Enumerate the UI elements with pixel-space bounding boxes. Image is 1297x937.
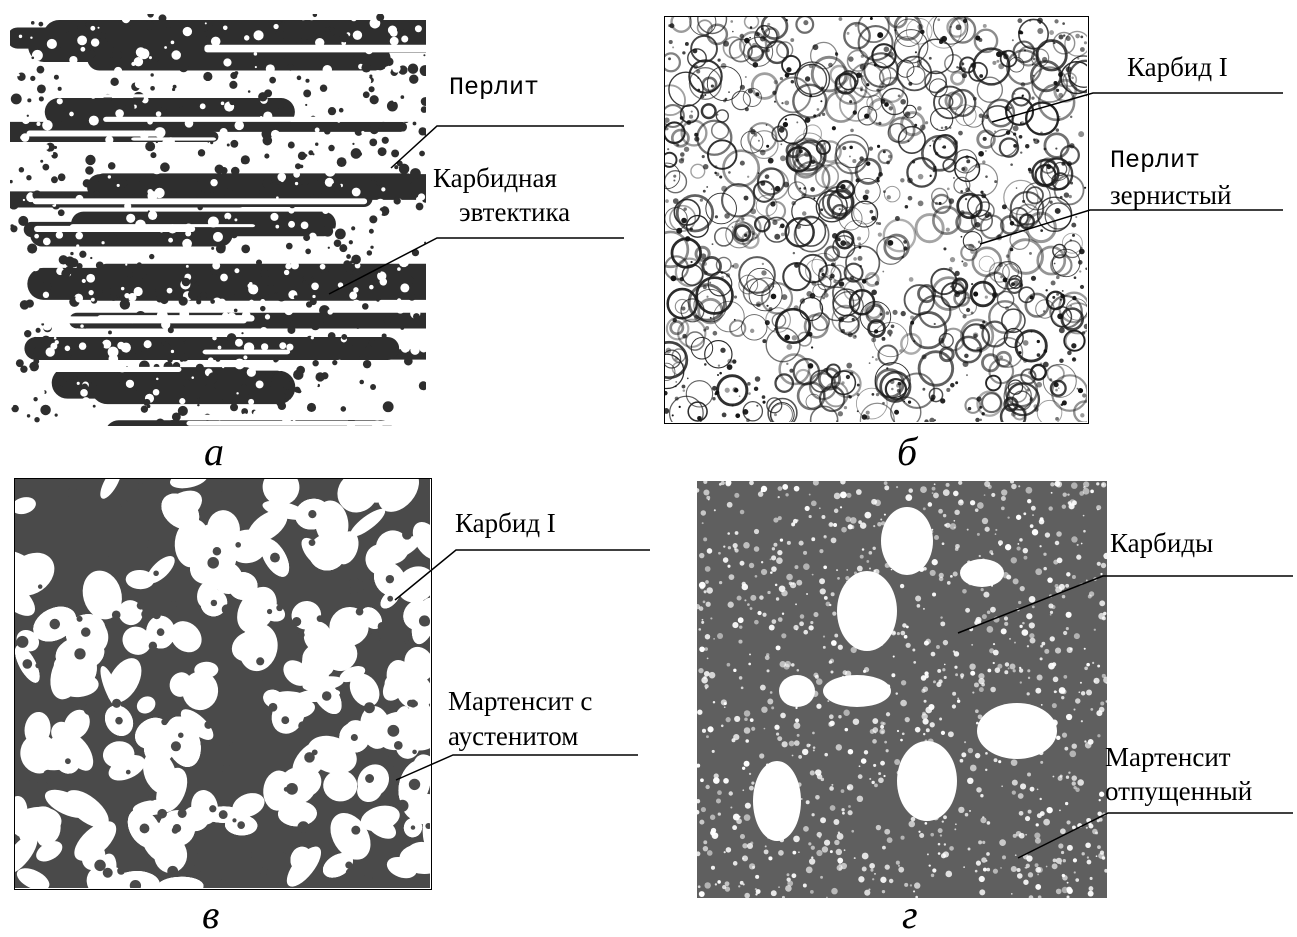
caption-a: а [204,429,224,474]
micrograph-v [14,478,432,890]
label-perlite-b: Перлит [1110,146,1201,175]
micrograph-g [697,481,1107,898]
leader-carbide-v [394,549,650,601]
label-carbide-eutectic-2: эвтектика [459,197,571,227]
micrograph-a [10,14,426,426]
micrograph-b [664,16,1089,424]
label-martensite-v-2: аустенитом [448,721,579,751]
label-martensite-g-1: Мартенсит [1105,742,1231,772]
caption-b: б [897,429,918,474]
caption-g: г [902,892,918,937]
label-carbide-i-v: Карбид I [455,508,556,538]
label-carbides-g: Карбиды [1110,528,1214,558]
caption-v: в [202,892,220,937]
label-carbide-eutectic-1: Карбидная [433,163,557,193]
leader-martensite-v [395,754,638,781]
label-perlite-a: Перлит [449,73,540,102]
label-granular-b: зернистый [1110,180,1232,210]
label-martensite-v-1: Мартенсит с [448,686,593,716]
label-carbide-i-b: Карбид I [1127,52,1228,82]
label-martensite-g-2: отпущенный [1105,776,1253,806]
